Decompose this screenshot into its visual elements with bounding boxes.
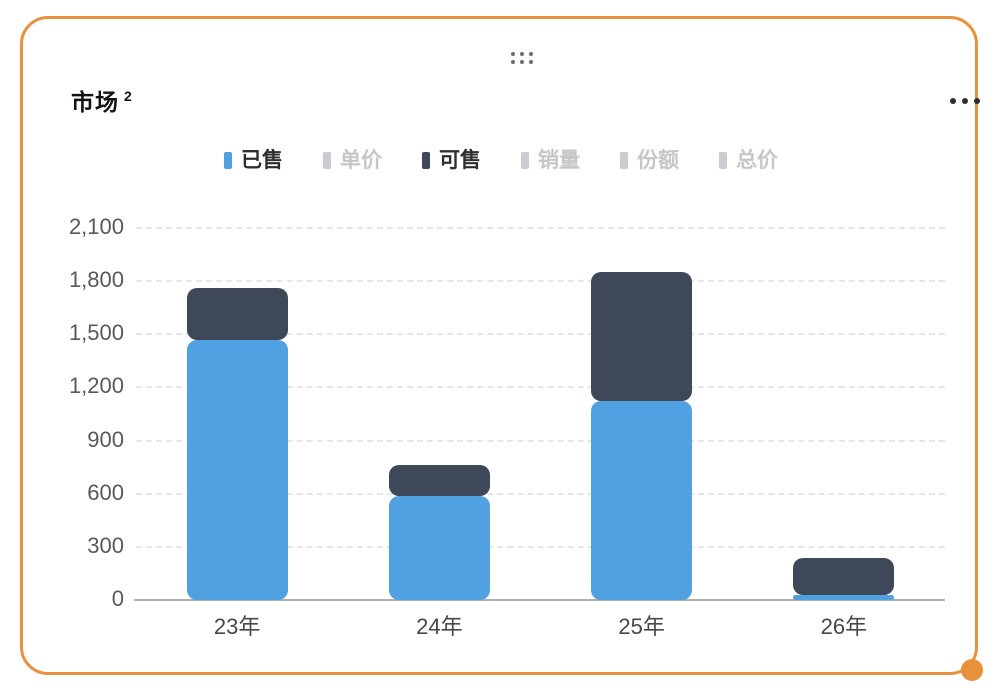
chart-plot-area: 0 300 600 900 1,200 1,500 1,800 2,100 23年 24年 25年 2…	[69, 214, 945, 639]
gridline	[136, 439, 945, 442]
legend-swatch-icon	[422, 151, 430, 169]
grip-dot	[519, 52, 524, 56]
title-superscript: 2	[124, 88, 133, 105]
legend-swatch-icon	[521, 151, 529, 169]
bar-segment-available-25年[interactable]	[591, 272, 693, 401]
bar-segment-sold-23年[interactable]	[186, 339, 288, 600]
legend-item-5[interactable]: 份额	[620, 150, 679, 171]
legend-item-2[interactable]: 单价	[323, 150, 382, 171]
gridline	[136, 386, 945, 389]
grip-dot	[529, 60, 534, 64]
y-tick-label: 1,500	[68, 320, 124, 346]
grip-dot	[510, 60, 515, 64]
legend-item-1[interactable]: 已售	[224, 150, 283, 171]
gridline	[136, 280, 945, 283]
drag-handle-icon[interactable]	[508, 50, 536, 66]
more-menu-button[interactable]	[943, 91, 987, 111]
legend-item-label: 总价	[736, 148, 778, 172]
legend-item-label: 份额	[637, 148, 679, 172]
grip-dot	[519, 60, 524, 64]
ellipsis-dot	[950, 98, 956, 104]
legend-swatch-icon	[719, 151, 727, 169]
bar-segment-available-23年[interactable]	[186, 288, 288, 340]
ellipsis-dot	[962, 98, 968, 104]
gridline	[136, 333, 945, 336]
bar-segment-sold-25年[interactable]	[591, 400, 693, 600]
legend-item-label: 可售	[439, 148, 481, 172]
chart-widget-card: 市场 2 已售 单价 可售 销量 份额 总价 0 300 600 900 1,200 1,500 1,8…	[20, 16, 980, 675]
y-tick-label: 900	[87, 426, 124, 452]
bar-segment-sold-24年[interactable]	[388, 496, 490, 600]
legend-item-label: 单价	[340, 148, 382, 172]
legend-item-4[interactable]: 销量	[521, 150, 580, 171]
gridline	[136, 545, 945, 548]
gridline	[136, 492, 945, 495]
grip-dot	[529, 52, 534, 56]
x-tick-label: 23年	[213, 614, 261, 639]
y-tick-label: 1,200	[68, 373, 124, 399]
legend-swatch-icon	[620, 151, 628, 169]
bar-segment-available-26年[interactable]	[793, 557, 895, 595]
bar-segment-available-24年[interactable]	[388, 464, 490, 497]
y-tick-label: 600	[87, 479, 124, 505]
legend-swatch-icon	[224, 151, 232, 169]
grip-dot	[510, 52, 515, 56]
page-title: 市场 2	[71, 83, 133, 117]
x-axis-baseline	[134, 599, 945, 601]
chart-legend: 已售 单价 可售 销量 份额 总价	[46, 145, 956, 175]
legend-item-6[interactable]: 总价	[719, 150, 778, 171]
x-tick-label: 26年	[820, 614, 868, 639]
y-tick-label: 2,100	[68, 214, 124, 239]
x-tick-label: 25年	[618, 614, 665, 639]
bar-segment-sold-26年[interactable]	[793, 594, 895, 600]
y-tick-label: 1,800	[68, 267, 124, 293]
ellipsis-dot	[974, 98, 980, 104]
resize-handle[interactable]	[961, 659, 983, 681]
legend-item-label: 销量	[538, 148, 580, 172]
y-tick-label: 300	[87, 532, 124, 558]
gridline	[136, 227, 945, 229]
legend-swatch-icon	[323, 151, 331, 169]
legend-item-label: 已售	[241, 148, 283, 172]
y-tick-label: 0	[111, 586, 124, 611]
legend-item-3[interactable]: 可售	[422, 150, 481, 171]
title-text: 市场	[71, 89, 119, 115]
x-tick-label: 24年	[416, 614, 463, 639]
